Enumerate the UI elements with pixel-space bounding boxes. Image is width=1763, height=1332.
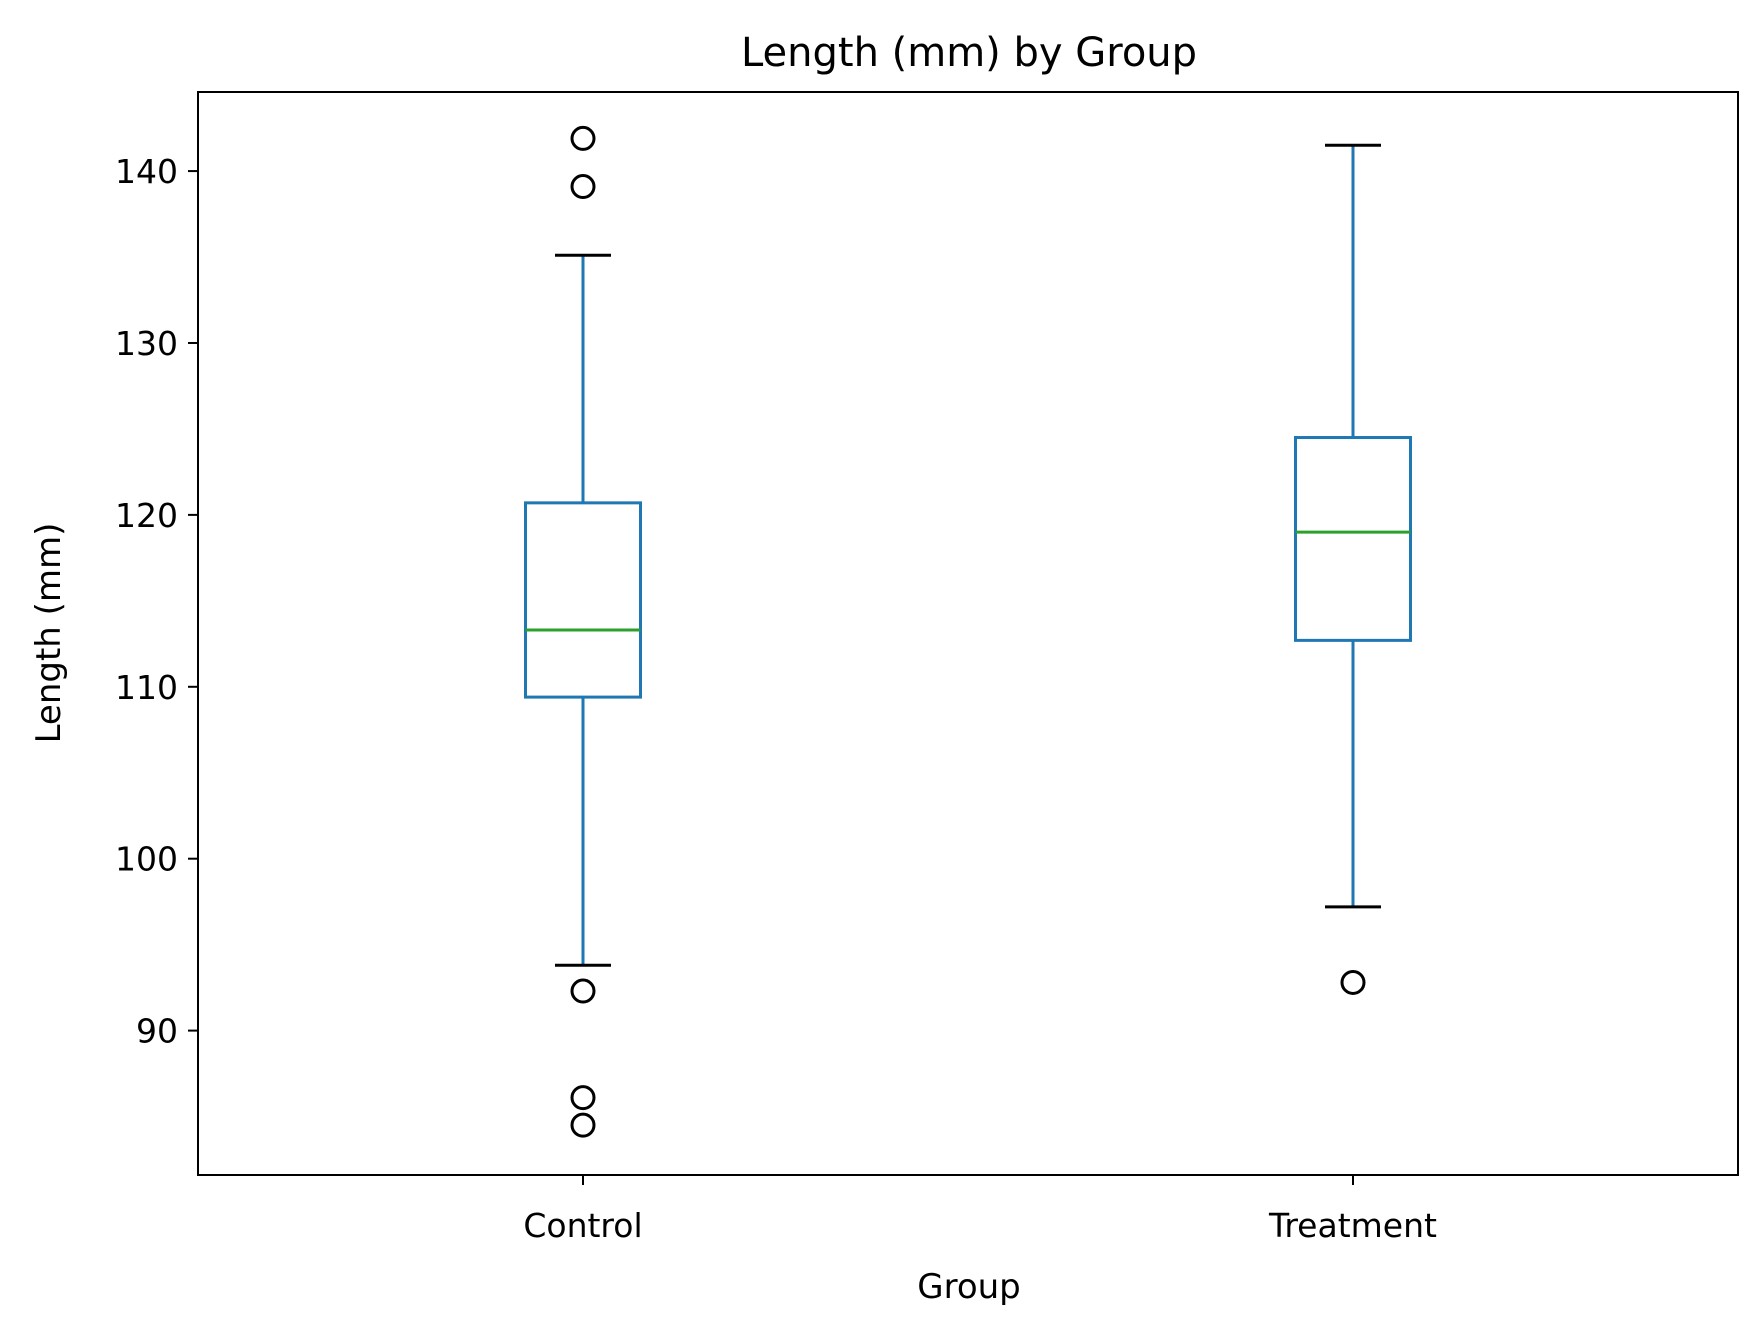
outlier-point <box>570 174 596 200</box>
x-tick-label: Control <box>523 1206 642 1245</box>
x-tick-label: Treatment <box>1268 1206 1437 1245</box>
y-tick-label: 140 <box>115 152 178 191</box>
outlier-point <box>1340 969 1366 995</box>
y-tick-label: 100 <box>115 840 178 879</box>
y-tick-label: 110 <box>115 668 178 707</box>
y-tick-label: 90 <box>136 1012 178 1051</box>
iqr-box <box>1294 436 1412 642</box>
outlier-point <box>570 125 596 151</box>
chart-title: Length (mm) by Group <box>741 30 1197 76</box>
x-axis: Control Treatment <box>523 1175 1437 1245</box>
y-axis: 90 100 110 120 130 140 <box>115 152 198 1051</box>
plot-area <box>524 125 1412 1138</box>
box-group-treatment <box>1294 143 1412 995</box>
y-tick-label: 130 <box>115 324 178 363</box>
x-axis-label: Group <box>917 1267 1021 1307</box>
box-group-control <box>524 125 642 1138</box>
plot-frame <box>197 91 1739 1176</box>
outlier-point <box>570 1085 596 1111</box>
outlier-point <box>570 1112 596 1138</box>
outlier-point <box>570 978 596 1004</box>
iqr-box <box>524 501 642 699</box>
y-tick-label: 120 <box>115 496 178 535</box>
y-axis-label: Length (mm) <box>29 523 69 744</box>
